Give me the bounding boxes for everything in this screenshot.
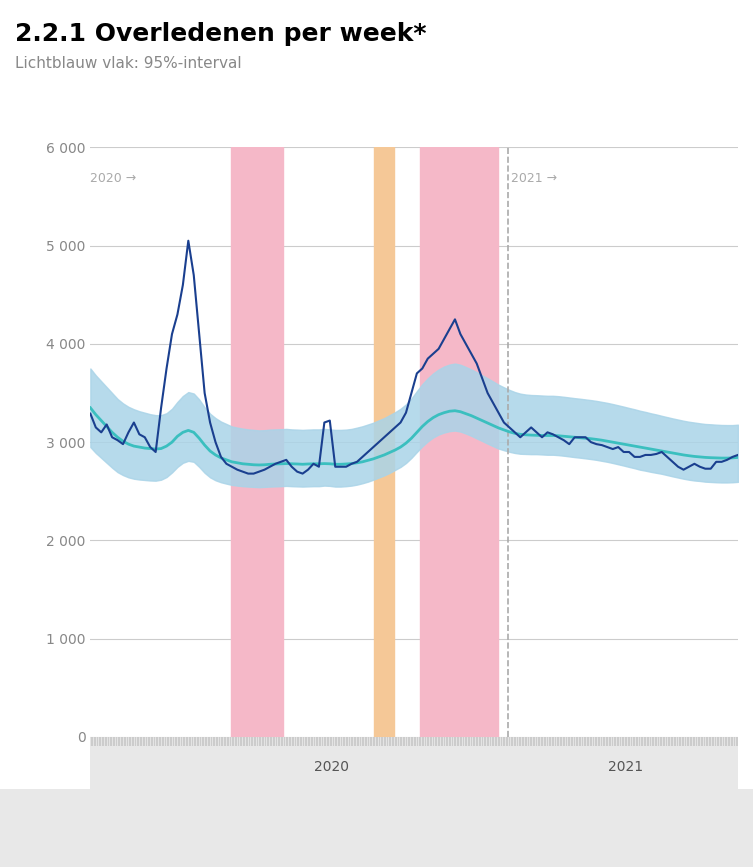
Text: 2020 →: 2020 → xyxy=(90,172,136,185)
Bar xyxy=(374,147,394,737)
Text: 2020: 2020 xyxy=(315,760,349,774)
Text: 2021: 2021 xyxy=(608,760,643,774)
Text: 2.2.1 Overledenen per week*: 2.2.1 Overledenen per week* xyxy=(15,22,426,46)
Bar xyxy=(230,147,283,737)
Text: 2e golf: 2e golf xyxy=(437,772,481,785)
Text: 1e golf: 1e golf xyxy=(235,772,279,785)
Text: hittegolf: hittegolf xyxy=(358,772,410,785)
Text: 2021 →: 2021 → xyxy=(511,172,557,185)
Bar xyxy=(420,147,498,737)
Text: Lichtblauw vlak: 95%-interval: Lichtblauw vlak: 95%-interval xyxy=(15,56,242,71)
